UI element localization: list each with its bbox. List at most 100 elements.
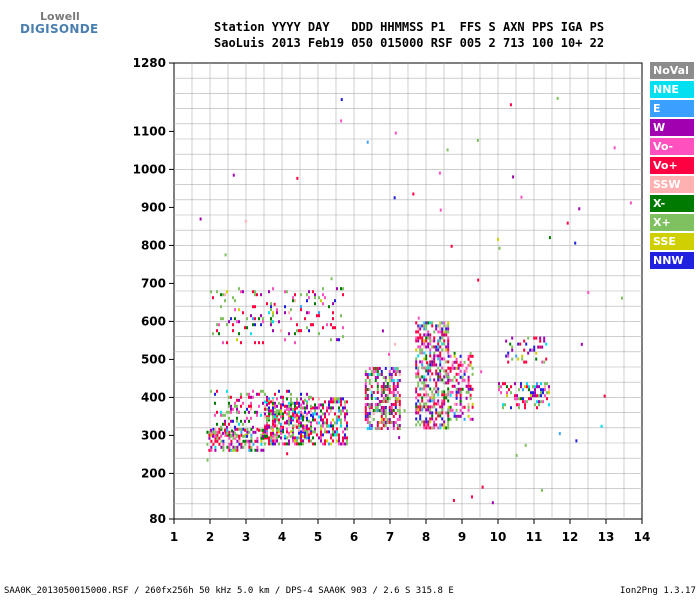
echo-point — [439, 208, 442, 212]
echo-point — [296, 406, 298, 410]
echo-point — [296, 416, 298, 420]
echo-point — [425, 354, 428, 358]
echo-point — [300, 430, 302, 434]
echo-point — [298, 424, 300, 428]
echo-point — [268, 409, 270, 413]
echo-point — [471, 417, 474, 421]
echo-point — [306, 416, 308, 420]
echo-point — [446, 148, 449, 152]
echo-point — [344, 433, 346, 437]
echo-point — [250, 427, 253, 431]
echo-point — [453, 351, 456, 355]
echo-point — [427, 366, 430, 370]
echo-point — [222, 413, 224, 417]
y-tick-label: 80 — [149, 512, 166, 526]
echo-point — [396, 400, 399, 403]
echo-point — [226, 445, 229, 449]
echo-point — [368, 367, 371, 370]
echo-point — [396, 418, 399, 421]
echo-point — [451, 408, 454, 412]
echo-point — [276, 428, 278, 432]
echo-point — [566, 221, 569, 225]
echo-point — [366, 418, 369, 421]
echo-point — [222, 293, 224, 297]
echo-point — [580, 342, 583, 346]
echo-point — [322, 287, 324, 291]
echo-point — [463, 360, 466, 364]
echo-point — [296, 323, 298, 327]
echo-point — [210, 430, 213, 434]
echo-point — [222, 442, 225, 446]
echo-point — [429, 399, 432, 403]
echo-point — [437, 330, 440, 334]
echo-point — [294, 299, 296, 303]
echo-point — [224, 430, 227, 434]
echo-point — [304, 317, 306, 321]
echo-point — [318, 415, 320, 419]
echo-point — [423, 381, 426, 385]
echo-point — [429, 339, 432, 343]
echo-point — [539, 339, 542, 343]
echo-point — [252, 389, 254, 393]
echo-point — [382, 376, 385, 379]
echo-point — [415, 357, 418, 361]
echo-point — [266, 398, 268, 402]
echo-point — [300, 421, 302, 425]
echo-point — [398, 400, 401, 403]
echo-point — [256, 448, 259, 452]
echo-point — [384, 412, 387, 415]
y-tick-label: 1280 — [133, 56, 166, 70]
echo-point — [398, 397, 401, 400]
echo-point — [260, 448, 263, 452]
echo-point — [528, 388, 530, 392]
echo-point — [382, 406, 385, 409]
echo-point — [453, 402, 456, 406]
echo-point — [230, 448, 233, 452]
echo-point — [518, 403, 520, 407]
echo-point — [457, 387, 460, 391]
echo-point — [417, 405, 420, 409]
echo-point — [506, 391, 508, 395]
echo-point — [310, 422, 312, 426]
echo-point — [431, 357, 434, 361]
echo-point — [320, 424, 322, 428]
echo-point — [505, 339, 508, 343]
echo-point — [469, 387, 472, 391]
echo-point — [346, 427, 348, 431]
echo-point — [465, 384, 468, 388]
echo-point — [443, 375, 446, 379]
echo-point — [437, 342, 440, 346]
echo-point — [342, 406, 344, 410]
digisonde-logo: Lowell DIGISONDE — [6, 10, 98, 44]
echo-point — [210, 290, 212, 294]
echo-point — [467, 387, 470, 391]
echo-point — [469, 354, 472, 358]
echo-point — [384, 376, 387, 379]
echo-point — [324, 400, 326, 404]
echo-point — [425, 390, 428, 394]
echo-point — [308, 427, 310, 431]
echo-point — [384, 421, 387, 424]
echo-point — [306, 427, 308, 431]
echo-point — [370, 391, 373, 394]
echo-point — [439, 354, 442, 358]
echo-point — [447, 414, 450, 418]
echo-point — [272, 287, 274, 291]
echo-point — [226, 433, 229, 437]
echo-point — [270, 439, 272, 443]
echo-point — [447, 330, 450, 334]
echo-point — [344, 415, 346, 419]
echo-point — [376, 373, 379, 376]
echo-point — [218, 323, 220, 327]
echo-point — [320, 433, 322, 437]
echo-point — [370, 406, 373, 409]
echo-point — [270, 412, 272, 416]
echo-point — [390, 412, 393, 415]
echo-point — [437, 348, 440, 352]
echo-point — [232, 407, 234, 411]
echo-point — [514, 382, 516, 386]
echo-point — [292, 416, 294, 420]
echo-point — [427, 342, 430, 346]
echo-point — [421, 351, 424, 355]
echo-point — [302, 434, 304, 438]
